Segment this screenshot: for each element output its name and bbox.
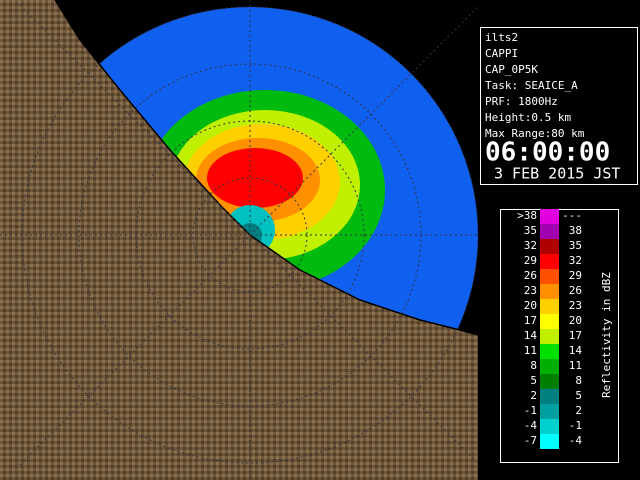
legend-high: 5 [575, 389, 582, 402]
info-line: CAPPI [485, 47, 518, 60]
legend-swatch [540, 284, 559, 299]
legend-high: 32 [569, 254, 582, 267]
legend-low: 20 [524, 299, 537, 312]
legend-high: 17 [569, 329, 582, 342]
legend-swatch [540, 254, 559, 269]
legend-low: 35 [524, 224, 537, 237]
legend-high: 8 [575, 374, 582, 387]
legend-high: -1 [569, 419, 582, 432]
legend-low: 11 [524, 344, 537, 357]
info-box [480, 27, 638, 185]
legend-swatch [540, 314, 559, 329]
time: 06:00:00 [485, 138, 610, 168]
legend-swatch [540, 209, 559, 224]
legend-high: 14 [569, 344, 583, 357]
legend-low: -4 [524, 419, 538, 432]
legend-swatch [540, 299, 559, 314]
legend-swatch [540, 419, 559, 434]
legend-low: -1 [524, 404, 537, 417]
legend-low: -7 [524, 434, 537, 447]
legend-swatch [540, 404, 559, 419]
range-rings [0, 0, 478, 480]
legend-low: 5 [530, 374, 537, 387]
legend-swatch [540, 329, 559, 344]
legend-swatch [540, 269, 559, 284]
legend-high: 20 [569, 314, 582, 327]
legend-swatch [540, 389, 559, 404]
land [0, 0, 478, 480]
legend-high: 2 [575, 404, 582, 417]
legend-high: 26 [569, 284, 582, 297]
legend-low: 2 [530, 389, 537, 402]
legend-low: 32 [524, 239, 537, 252]
legend-low: 17 [524, 314, 537, 327]
legend-high: 35 [569, 239, 582, 252]
legend-swatch [540, 239, 559, 254]
map [0, 0, 478, 480]
legend-swatch [540, 224, 559, 239]
legend-high: 11 [569, 359, 582, 372]
legend-swatch [540, 359, 559, 374]
legend-low: 26 [524, 269, 537, 282]
legend-swatch [540, 344, 559, 359]
legend-high: 29 [569, 269, 582, 282]
info-line: ilts2 [485, 31, 518, 44]
date: 3 FEB 2015 JST [494, 165, 620, 183]
legend-low: >38 [517, 209, 537, 222]
legend-high: 23 [569, 299, 582, 312]
legend-low: 23 [524, 284, 537, 297]
legend-box [500, 209, 619, 463]
legend-low: 8 [530, 359, 537, 372]
legend-swatch [540, 434, 559, 449]
info-line: Max Range:80 km [485, 127, 585, 140]
legend: >38 --- 35 38 32 35 29 32 26 29 23 26 20 23 17 20 14 17 11… [517, 209, 582, 449]
info-line: PRF: 1800Hz [485, 95, 558, 108]
legend-high: 38 [569, 224, 582, 237]
legend-high: --- [562, 209, 582, 222]
legend-high: -4 [569, 434, 583, 447]
info-panel: ilts2 CAPPI CAP_0P5K Task: SEAICE_A PRF: 180… [485, 31, 620, 183]
info-line: Task: SEAICE_A [485, 79, 578, 92]
legend-title: Reflectivity in dBZ [600, 272, 613, 398]
info-line: Height:0.5 km [485, 111, 571, 124]
echoes [145, 90, 385, 290]
legend-low: 14 [524, 329, 538, 342]
info-line: CAP_0P5K [485, 63, 538, 76]
legend-swatch [540, 374, 559, 389]
legend-low: 29 [524, 254, 537, 267]
